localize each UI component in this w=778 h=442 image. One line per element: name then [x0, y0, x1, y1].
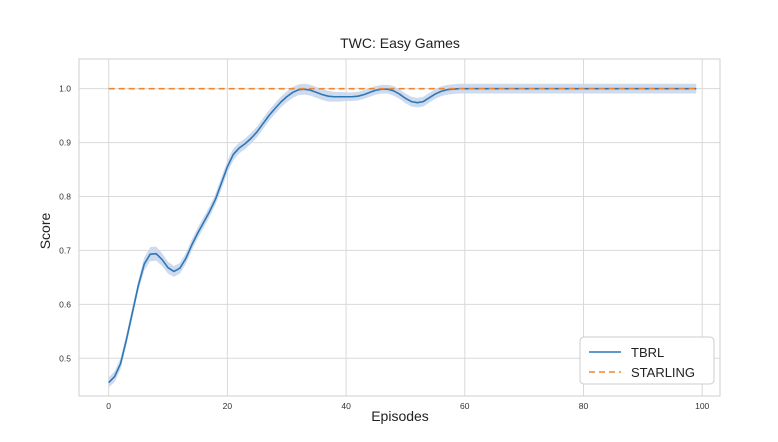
legend: TBRL STARLING	[579, 336, 715, 385]
y-tick-labels: 0.5 0.6 0.7 0.8 0.9 1.0	[59, 84, 71, 364]
series-layer	[108, 87, 697, 384]
y-tick-label: 0.6	[59, 299, 71, 309]
grid	[79, 59, 720, 396]
plot-frame	[78, 58, 721, 397]
y-tick-label: 0.9	[59, 138, 71, 148]
legend-label-starling: STARLING	[631, 365, 695, 380]
y-axis-label: Score	[37, 213, 53, 250]
legend-label-tbrl: TBRL	[631, 345, 664, 360]
y-tick-label: 0.7	[59, 245, 71, 255]
chart-title: TWC: Easy Games	[340, 35, 460, 51]
y-tick-label: 1.0	[59, 84, 71, 94]
series-line-tbrl	[108, 87, 697, 384]
x-axis-label: Episodes	[371, 408, 429, 424]
y-tick-label: 0.8	[59, 191, 71, 201]
x-tick-labels: 0 20 40 60 80 100	[106, 401, 709, 411]
y-tick-label: 0.5	[59, 353, 71, 363]
x-tick-label: 40	[341, 401, 351, 411]
x-tick-label: 100	[695, 401, 709, 411]
x-tick-label: 60	[460, 401, 470, 411]
x-tick-label: 20	[223, 401, 233, 411]
x-tick-label: 0	[106, 401, 111, 411]
x-tick-label: 80	[579, 401, 589, 411]
